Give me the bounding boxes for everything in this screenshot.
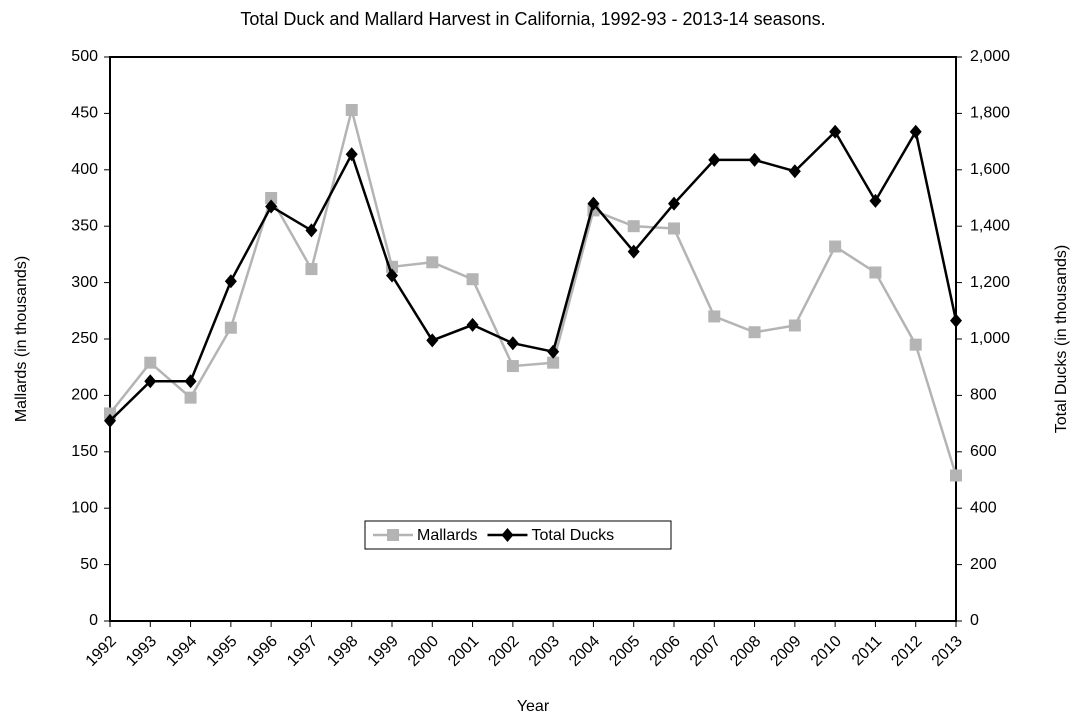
y2-tick-label: 2,000	[970, 48, 1010, 65]
x-tick-label: 1994	[163, 633, 200, 670]
x-tick-label: 2010	[808, 633, 845, 670]
marker	[501, 528, 514, 542]
x-tick-label: 2012	[888, 633, 925, 670]
x-tick-label: 2008	[727, 633, 764, 670]
y2-tick-label: 800	[970, 387, 997, 404]
legend-label: Mallards	[417, 527, 477, 544]
y-tick-label: 150	[71, 443, 98, 460]
marker	[950, 313, 962, 328]
y-tick-label: 400	[71, 161, 98, 178]
y-tick-label: 200	[71, 387, 98, 404]
marker	[547, 344, 560, 359]
y-tick-label: 450	[71, 105, 98, 122]
y-tick-label: 350	[71, 217, 98, 234]
x-tick-label: 1992	[83, 633, 120, 670]
y2-tick-label: 200	[970, 556, 997, 573]
y2-axis-label: Total Ducks (in thousands)	[1053, 245, 1070, 434]
x-tick-label: 2002	[485, 633, 522, 670]
x-tick-label: 1999	[365, 633, 402, 670]
x-tick-label: 2011	[849, 633, 885, 669]
marker	[869, 193, 882, 208]
marker	[829, 240, 842, 253]
x-axis-label: Year	[517, 698, 550, 715]
x-tick-label: 2003	[526, 633, 563, 670]
x-tick-label: 1998	[324, 633, 361, 670]
x-tick-label: 2000	[405, 633, 442, 670]
marker	[748, 152, 761, 167]
marker	[104, 413, 116, 428]
x-tick-label: 2004	[566, 633, 603, 670]
marker	[627, 220, 640, 233]
y-tick-label: 100	[71, 499, 98, 516]
y2-tick-label: 1,600	[970, 161, 1010, 178]
y-tick-label: 500	[71, 48, 98, 65]
marker	[788, 164, 801, 179]
marker	[547, 356, 560, 369]
marker	[224, 274, 237, 289]
legend-label: Total Ducks	[531, 527, 614, 544]
x-tick-label: 2007	[687, 633, 724, 670]
legend: Mallards Total Ducks	[364, 520, 672, 550]
marker	[506, 360, 519, 373]
series-line	[109, 109, 958, 476]
marker	[184, 374, 197, 389]
y2-tick-label: 1,400	[970, 217, 1010, 234]
marker	[466, 317, 479, 332]
marker	[305, 223, 318, 238]
y2-tick-label: 1,000	[970, 330, 1010, 347]
y-axis-label: Mallards (in thousands)	[13, 256, 30, 422]
y-tick-label: 250	[71, 330, 98, 347]
marker	[345, 147, 358, 162]
x-tick-label: 1996	[244, 633, 281, 670]
series-line	[109, 128, 958, 422]
x-tick-label: 1993	[123, 633, 160, 670]
y2-tick-label: 1,200	[970, 274, 1010, 291]
marker	[748, 326, 761, 339]
marker	[708, 310, 721, 323]
y-tick-label: 50	[80, 556, 98, 573]
marker	[387, 529, 399, 541]
marker	[305, 263, 318, 276]
x-tick-label: 2013	[929, 633, 966, 670]
y2-tick-label: 600	[970, 443, 997, 460]
marker	[144, 374, 157, 389]
marker	[265, 192, 278, 204]
marker	[708, 152, 721, 167]
marker	[829, 124, 842, 139]
x-tick-label: 2006	[647, 633, 684, 670]
marker	[587, 196, 600, 211]
y-tick-label: 0	[89, 612, 98, 629]
marker	[950, 469, 962, 482]
marker	[788, 319, 801, 332]
marker	[184, 391, 197, 404]
marker	[224, 321, 237, 334]
chart-title: Total Duck and Mallard Harvest in Califo…	[240, 9, 825, 29]
marker	[265, 199, 278, 214]
marker	[909, 124, 922, 139]
y2-tick-label: 1,800	[970, 105, 1010, 122]
x-tick-label: 2009	[767, 633, 804, 670]
marker	[386, 268, 398, 283]
marker	[144, 356, 157, 369]
y-tick-label: 300	[71, 274, 98, 291]
marker	[426, 333, 439, 348]
marker	[668, 196, 680, 211]
marker	[909, 338, 922, 351]
x-tick-label: 1995	[203, 633, 240, 670]
marker	[627, 244, 640, 259]
marker	[869, 266, 882, 279]
y2-tick-label: 0	[970, 612, 979, 629]
marker	[345, 104, 358, 117]
marker	[668, 222, 680, 235]
x-tick-label: 1997	[284, 633, 321, 670]
marker	[426, 256, 439, 269]
x-tick-label: 2005	[606, 633, 643, 670]
y2-tick-label: 400	[970, 499, 997, 516]
marker	[506, 336, 519, 351]
marker	[466, 273, 479, 286]
x-tick-label: 2001	[445, 633, 482, 670]
